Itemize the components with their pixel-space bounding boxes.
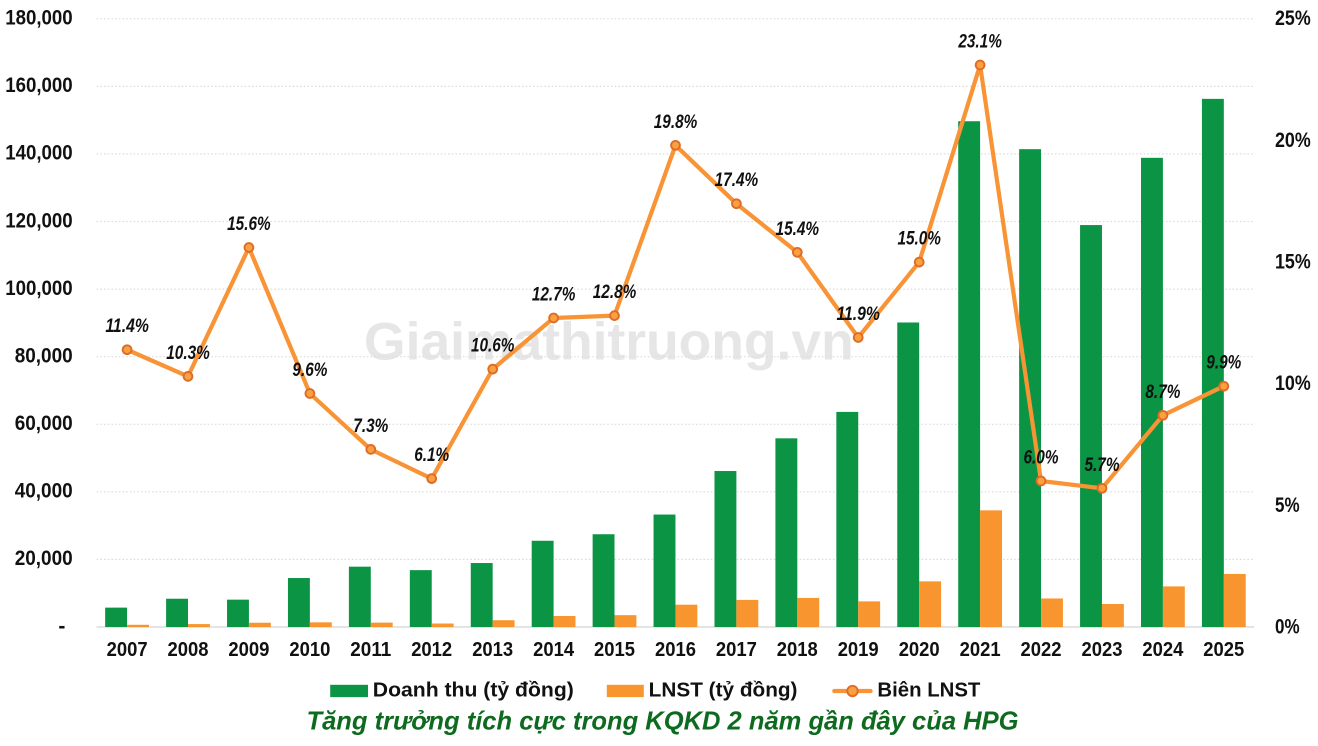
svg-text:11.4%: 11.4% bbox=[105, 316, 149, 337]
svg-text:10%: 10% bbox=[1275, 372, 1311, 395]
svg-text:LNST (tỷ đồng): LNST (tỷ đồng) bbox=[649, 679, 798, 701]
svg-text:2022: 2022 bbox=[1021, 639, 1062, 661]
svg-text:5.7%: 5.7% bbox=[1085, 455, 1120, 476]
svg-text:2010: 2010 bbox=[289, 639, 330, 661]
svg-text:25%: 25% bbox=[1275, 7, 1311, 30]
svg-text:2014: 2014 bbox=[533, 639, 575, 661]
svg-text:40,000: 40,000 bbox=[15, 480, 73, 503]
svg-text:2009: 2009 bbox=[228, 639, 269, 661]
svg-text:2015: 2015 bbox=[594, 639, 635, 661]
svg-text:Biên LNST: Biên LNST bbox=[877, 679, 980, 701]
svg-text:180,000: 180,000 bbox=[5, 7, 73, 30]
svg-text:15.0%: 15.0% bbox=[897, 229, 941, 250]
svg-text:9.6%: 9.6% bbox=[292, 360, 327, 381]
svg-text:2017: 2017 bbox=[716, 639, 757, 661]
svg-text:20,000: 20,000 bbox=[15, 547, 73, 570]
svg-text:2025: 2025 bbox=[1203, 639, 1244, 661]
svg-text:12.8%: 12.8% bbox=[593, 282, 637, 303]
svg-text:17.4%: 17.4% bbox=[715, 170, 759, 191]
svg-text:Doanh thu (tỷ đồng): Doanh thu (tỷ đồng) bbox=[373, 679, 574, 701]
svg-text:15.4%: 15.4% bbox=[776, 219, 820, 240]
svg-text:7.3%: 7.3% bbox=[353, 416, 388, 437]
svg-text:2024: 2024 bbox=[1142, 639, 1184, 661]
svg-text:2012: 2012 bbox=[411, 639, 452, 661]
svg-text:20%: 20% bbox=[1275, 129, 1311, 152]
svg-text:0%: 0% bbox=[1275, 615, 1300, 638]
svg-text:60,000: 60,000 bbox=[15, 412, 73, 435]
svg-text:80,000: 80,000 bbox=[15, 345, 73, 368]
svg-text:10.6%: 10.6% bbox=[471, 336, 515, 357]
svg-text:2019: 2019 bbox=[838, 639, 879, 661]
svg-text:100,000: 100,000 bbox=[5, 277, 73, 300]
svg-text:160,000: 160,000 bbox=[5, 74, 73, 97]
svg-text:2023: 2023 bbox=[1082, 639, 1123, 661]
svg-text:2021: 2021 bbox=[960, 639, 1001, 661]
svg-text:-: - bbox=[58, 615, 65, 638]
svg-text:6.1%: 6.1% bbox=[414, 445, 449, 466]
svg-text:120,000: 120,000 bbox=[5, 209, 73, 232]
svg-text:19.8%: 19.8% bbox=[654, 112, 698, 133]
svg-text:5%: 5% bbox=[1275, 494, 1300, 517]
svg-text:23.1%: 23.1% bbox=[958, 32, 1002, 53]
svg-text:Giaimathitruong.vn: Giaimathitruong.vn bbox=[364, 312, 854, 371]
svg-text:2016: 2016 bbox=[655, 639, 696, 661]
svg-text:15.6%: 15.6% bbox=[227, 214, 271, 235]
svg-text:2018: 2018 bbox=[777, 639, 818, 661]
svg-text:9.9%: 9.9% bbox=[1206, 353, 1241, 374]
svg-text:2020: 2020 bbox=[899, 639, 940, 661]
svg-text:2013: 2013 bbox=[472, 639, 513, 661]
svg-text:2011: 2011 bbox=[350, 639, 391, 661]
svg-text:8.7%: 8.7% bbox=[1145, 382, 1180, 403]
svg-text:140,000: 140,000 bbox=[5, 142, 73, 165]
svg-text:12.7%: 12.7% bbox=[532, 285, 576, 306]
svg-text:2007: 2007 bbox=[107, 639, 148, 661]
svg-text:Tăng trưởng tích cực trong KQK: Tăng trưởng tích cực trong KQKD 2 năm gầ… bbox=[307, 706, 1019, 736]
svg-text:11.9%: 11.9% bbox=[836, 304, 880, 325]
svg-text:15%: 15% bbox=[1275, 251, 1311, 274]
svg-text:2008: 2008 bbox=[168, 639, 209, 661]
svg-text:10.3%: 10.3% bbox=[166, 343, 210, 364]
svg-text:6.0%: 6.0% bbox=[1024, 448, 1059, 469]
